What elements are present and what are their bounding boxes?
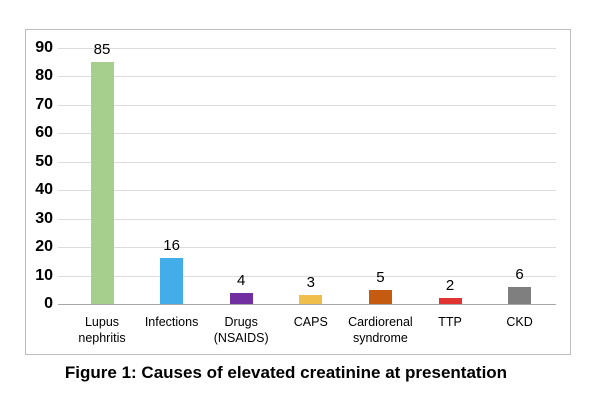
x-axis-line — [58, 303, 556, 305]
bar-value-label: 16 — [163, 237, 180, 255]
y-tick-label: 70 — [35, 95, 53, 113]
gridline — [58, 48, 556, 49]
bar — [438, 298, 462, 304]
gridline — [58, 275, 556, 277]
category-label: Drugs (NSAIDS) — [213, 315, 269, 345]
bar — [299, 295, 323, 304]
y-tick-label: 20 — [35, 238, 53, 256]
bar-value-label: 5 — [376, 268, 385, 286]
category-label: TTP — [438, 315, 462, 329]
bar — [368, 289, 392, 304]
y-tick-label: 80 — [35, 67, 53, 85]
gridline — [58, 133, 556, 135]
gridline — [58, 218, 556, 220]
gridline — [58, 161, 556, 163]
category-label: CKD — [506, 315, 533, 329]
y-tick-label: 90 — [35, 39, 53, 56]
bar-value-label: 6 — [515, 265, 524, 283]
y-tick-label: 0 — [44, 295, 53, 312]
y-tick-label: 60 — [35, 124, 53, 142]
bar-value-label: 85 — [93, 41, 111, 59]
gridline — [58, 190, 556, 192]
category-label: Cardiorenal syndrome — [348, 315, 413, 345]
chart-plot-area: 0 10 20 30 40 50 60 70 80 90 85 16 4 3 5 2 6 Lupus neph… — [25, 29, 571, 355]
bar-value-label: 3 — [306, 274, 315, 292]
y-tick-label: 10 — [35, 266, 53, 284]
y-tick-label: 30 — [35, 209, 53, 227]
y-tick-label: 50 — [35, 152, 53, 170]
bar — [160, 258, 184, 304]
bar — [508, 286, 532, 304]
gridline — [58, 76, 556, 78]
y-tick-label: 40 — [35, 181, 53, 199]
gridline — [58, 247, 556, 249]
category-label: Lupus nephritis — [78, 315, 126, 345]
bar-value-label: 4 — [237, 271, 246, 289]
figure-caption: Figure 1: Causes of elevated creatinine … — [64, 363, 508, 382]
bar-value-label: 2 — [445, 277, 455, 295]
gridline — [58, 104, 556, 106]
category-label: CAPS — [293, 315, 328, 329]
bar — [90, 62, 114, 304]
category-label: Infections — [144, 315, 199, 329]
bar — [229, 292, 253, 304]
